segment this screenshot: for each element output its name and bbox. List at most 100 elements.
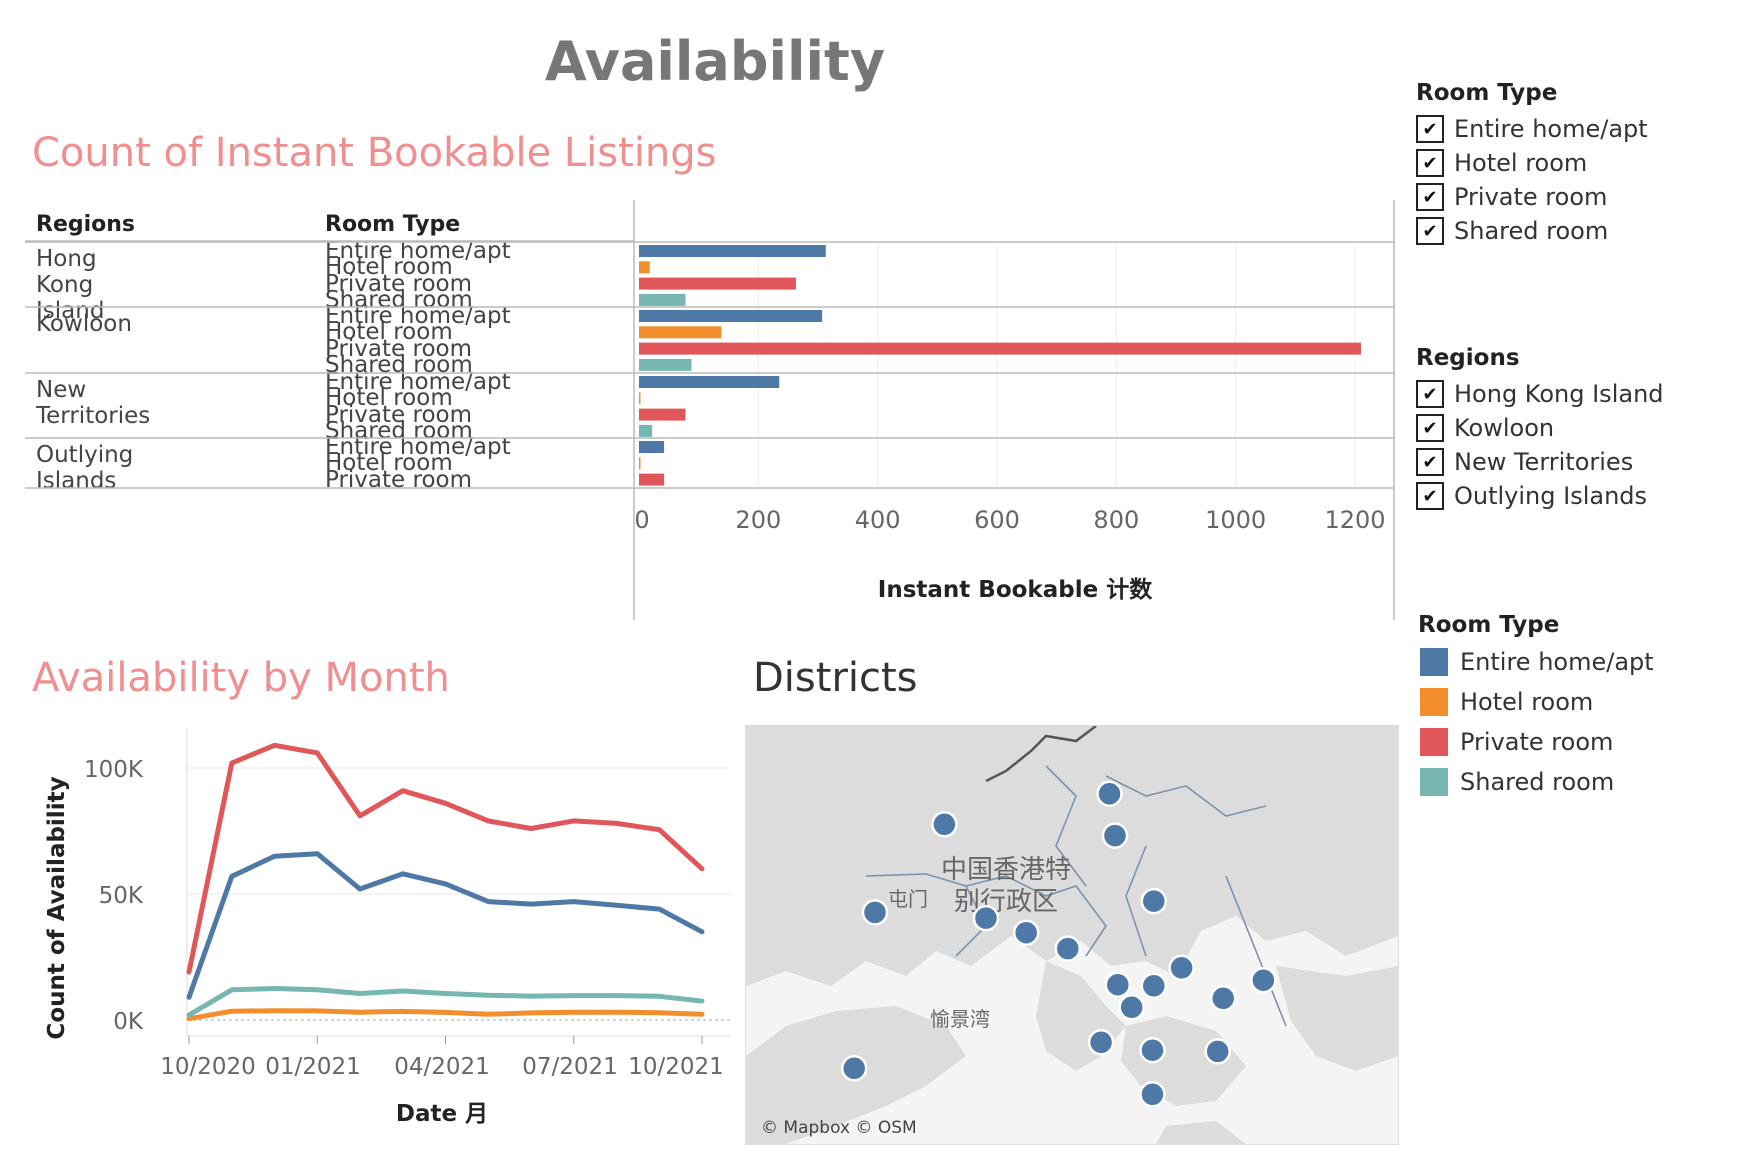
region-filter-option-hong-kong-island[interactable]: ✔ Hong Kong Island: [1416, 379, 1664, 409]
bar-kowloon-entire-home-apt: [639, 310, 823, 322]
color-legend-item-shared-room[interactable]: Shared room: [1420, 767, 1614, 797]
region-label-kowloon: Kowloon: [36, 311, 132, 337]
checkbox-checked-icon[interactable]: ✔: [1416, 149, 1444, 177]
color-legend-item-private-room[interactable]: Private room: [1420, 727, 1613, 757]
region-label-outlying-islands: Outlying Islands: [36, 442, 134, 494]
room-type-row-label: Private room: [325, 335, 472, 362]
map-label-region-name: 中国香港特: [941, 855, 1071, 885]
series-line-entire-home-apt: [186, 851, 705, 1000]
map-point: [1209, 985, 1237, 1012]
bar-x-axis-title: Instant Bookable 计数: [878, 577, 1153, 603]
bar-x-tick-label: 800: [1093, 506, 1139, 534]
checkbox-checked-icon[interactable]: ✔: [1416, 115, 1444, 143]
color-legend-item-entire-home-apt[interactable]: Entire home/apt: [1420, 647, 1654, 677]
map-district-border: [1045, 765, 1087, 887]
bar-hong-kong-island-shared-room: [639, 293, 686, 306]
color-legend-item-hotel-room[interactable]: Hotel room: [1420, 687, 1593, 717]
bar-x-tick-label: 600: [974, 506, 1020, 534]
series-line-shared-room: [186, 986, 705, 1018]
availability-line-chart: 0K 50K 100K 10/2020 01/2021 04/2021 07/2021 10/…: [44, 728, 730, 1127]
bar-new-territories-entire-home-apt: [639, 376, 780, 388]
region-label-new-territories: New Territories: [36, 377, 151, 429]
map-label-discovery-bay: 愉景湾: [930, 1007, 990, 1031]
line-x-tick-label: 07/2021: [522, 1054, 618, 1080]
checkbox-checked-icon[interactable]: ✔: [1416, 380, 1444, 408]
map-point: [1204, 1038, 1231, 1065]
legend-label: Shared room: [1460, 768, 1615, 796]
map-label-region-name: 别行政区: [954, 887, 1058, 917]
filter-option-label: Shared room: [1454, 217, 1609, 245]
line-x-tick-label: 01/2021: [265, 1054, 361, 1080]
bar-hong-kong-island-hotel-room: [639, 261, 650, 274]
room-type-row-label: Shared room: [325, 417, 473, 444]
region-label-hong-kong-island: Hong Kong Island: [36, 246, 105, 324]
bar-x-tick-label: 0: [634, 506, 649, 534]
map-point: [1104, 971, 1132, 998]
checkbox-checked-icon[interactable]: ✔: [1416, 414, 1444, 442]
line-y-tick-label: 50K: [99, 883, 144, 909]
room-type-row-label: Shared room: [325, 286, 473, 313]
map-point: [1101, 822, 1129, 849]
line-x-axis-title: Date 月: [396, 1101, 488, 1127]
map-point: [1140, 887, 1168, 915]
districts-map[interactable]: 中国香港特 别行政区 屯门愉景湾 © Mapbox © OSM: [745, 725, 1399, 1145]
room-type-row-label: Hotel room: [325, 450, 453, 477]
checkbox-checked-icon[interactable]: ✔: [1416, 183, 1444, 211]
line-y-axis-title: Count of Availability: [44, 776, 70, 1039]
room-type-filter-option-hotel-room[interactable]: ✔ Hotel room: [1416, 148, 1587, 178]
line-x-tick-label: 04/2021: [394, 1054, 490, 1080]
bar-hong-kong-island-private-room: [639, 277, 796, 290]
bar-kowloon-hotel-room: [639, 326, 722, 339]
bar-x-tick-label: 1200: [1324, 506, 1385, 534]
checkbox-checked-icon[interactable]: ✔: [1416, 448, 1444, 476]
map-point: [1087, 1029, 1115, 1056]
map-point: [1139, 1036, 1166, 1064]
region-filter-option-new-territories[interactable]: ✔ New Territories: [1416, 447, 1633, 477]
map-land: [1276, 966, 1398, 1071]
region-filter-option-kowloon[interactable]: ✔ Kowloon: [1416, 413, 1554, 443]
map-district-border: [1125, 845, 1147, 957]
dashboard-title: Availability: [544, 30, 886, 93]
checkbox-checked-icon[interactable]: ✔: [1416, 482, 1444, 510]
room-type-row-label: Hotel room: [325, 254, 453, 281]
regions-column-header: Regions: [36, 212, 136, 237]
line-y-tick-label: 100K: [84, 757, 144, 783]
room-type-filter-option-private-room[interactable]: ✔ Private room: [1416, 182, 1607, 212]
room-type-filter-title: Room Type: [1416, 80, 1558, 106]
map-point: [1139, 1081, 1166, 1108]
room-type-row-label: Entire home/apt: [325, 303, 511, 329]
bar-kowloon-private-room: [639, 342, 1361, 355]
filter-option-label: Outlying Islands: [1454, 482, 1648, 510]
filter-option-label: New Territories: [1454, 448, 1634, 476]
room-type-filter-option-shared-room[interactable]: ✔ Shared room: [1416, 216, 1608, 246]
map-point: [840, 1055, 868, 1082]
bar-x-tick-label: 1000: [1205, 506, 1266, 534]
room-type-row-label: Private room: [325, 401, 472, 428]
map-district-border: [865, 873, 1107, 957]
filter-option-label: Hong Kong Island: [1454, 380, 1664, 408]
line-y-tick-label: 0K: [113, 1009, 144, 1035]
line-x-tick-label: 10/2021: [628, 1054, 724, 1080]
map-land: [746, 726, 1398, 986]
map-point: [1168, 954, 1195, 982]
map-point: [1054, 935, 1082, 962]
filter-option-label: Hotel room: [1454, 149, 1588, 177]
map-title: Districts: [753, 655, 918, 701]
map-point: [861, 899, 889, 926]
legend-swatch: [1420, 768, 1448, 796]
map-point: [972, 904, 1000, 932]
instant-bookable-bar-chart: 0 200 400 600 800 1000 1200 Instant Bookable 计数: [25, 200, 1395, 620]
checkbox-checked-icon[interactable]: ✔: [1416, 217, 1444, 245]
map-label-tuen-mun: 屯门: [888, 887, 928, 911]
bar-new-territories-hotel-room: [639, 392, 641, 405]
map-point: [931, 811, 958, 838]
legend-swatch: [1420, 728, 1448, 756]
room-type-filter-option-entire-home-apt[interactable]: ✔ Entire home/apt: [1416, 114, 1648, 144]
map-point: [1096, 780, 1123, 808]
map-district-border: [1225, 875, 1287, 1027]
region-filter-option-outlying-islands[interactable]: ✔ Outlying Islands: [1416, 481, 1647, 511]
room-type-row-label: Private room: [325, 466, 472, 493]
map-attribution: © Mapbox © OSM: [761, 1118, 917, 1138]
room-type-row-label: Shared room: [325, 351, 473, 378]
